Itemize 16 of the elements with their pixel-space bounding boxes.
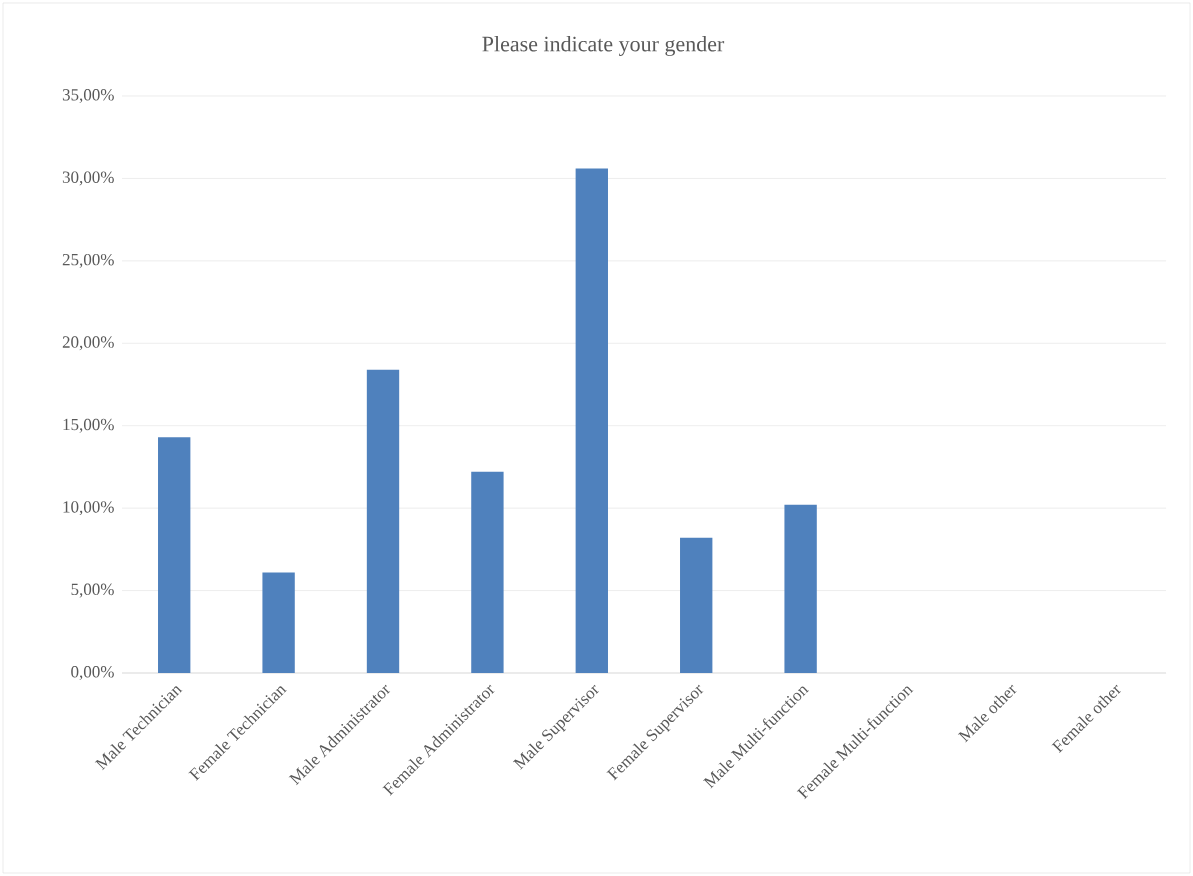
y-tick-label: 25,00%: [62, 253, 114, 268]
y-tick-label: 5,00%: [71, 583, 114, 598]
y-tick-label: 30,00%: [62, 171, 114, 186]
bar: [575, 168, 608, 673]
bar: [366, 369, 400, 673]
bar: [262, 572, 295, 673]
bar: [680, 537, 713, 673]
y-tick-label: 0,00%: [71, 666, 114, 680]
y-tick-label: 10,00%: [63, 501, 114, 516]
bar: [784, 504, 817, 673]
bar: [158, 437, 191, 673]
y-tick-label: 35,00%: [62, 89, 114, 103]
chart-title: Please indicate your gender: [482, 35, 725, 56]
y-tick-label: 20,00%: [62, 336, 114, 351]
bar: [471, 471, 504, 673]
y-tick-label: 15,00%: [63, 418, 114, 433]
